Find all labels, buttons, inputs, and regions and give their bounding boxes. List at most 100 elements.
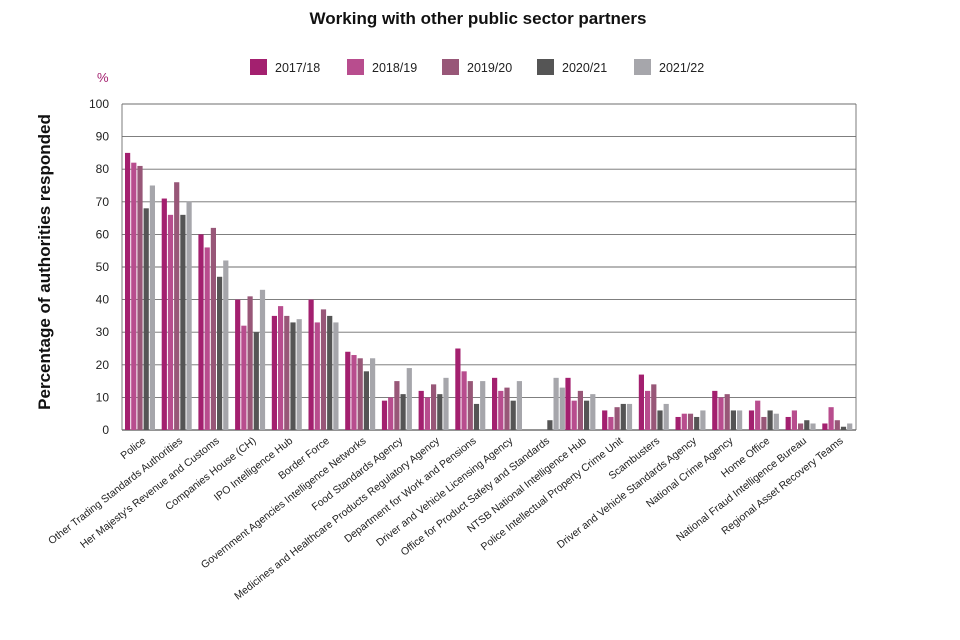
bar (810, 423, 816, 430)
bar (602, 410, 608, 430)
bar (626, 403, 633, 430)
bar (351, 355, 357, 430)
bar (645, 390, 651, 430)
bar (565, 377, 571, 430)
legend-label: 2019/20 (467, 61, 512, 75)
bar (834, 420, 840, 430)
bar (167, 214, 174, 430)
bar (687, 413, 694, 430)
bar (614, 407, 620, 430)
bar (363, 371, 369, 430)
bar (161, 198, 167, 430)
category-label: Her Majesty's Revenue and Customs (78, 435, 222, 551)
bar (320, 309, 327, 430)
bar (608, 416, 614, 430)
bar (223, 260, 229, 430)
category-label: Other Trading Standards Authorities (46, 435, 185, 547)
bar (657, 410, 663, 430)
bar (461, 371, 467, 430)
bar (333, 322, 339, 430)
bar (504, 387, 510, 430)
bar (785, 416, 791, 430)
bar (357, 358, 363, 430)
y-axis-label: Percentage of authorities responded (35, 114, 54, 410)
bar (822, 423, 828, 430)
category-label: National Fraud Intelligence Bureau (674, 435, 809, 544)
gridlines (121, 103, 857, 431)
bar (131, 162, 137, 430)
y-tick-label: 40 (96, 293, 110, 307)
y-tick-label: 10 (96, 390, 110, 404)
bar (773, 413, 779, 430)
bar (663, 403, 669, 430)
bar (712, 390, 718, 430)
bar (798, 423, 804, 430)
bar (443, 377, 449, 430)
bar (498, 390, 504, 430)
bar (308, 299, 314, 430)
bar (681, 413, 687, 430)
bar (694, 416, 700, 430)
bar (247, 296, 253, 430)
y-unit-label: % (97, 70, 109, 85)
legend-label: 2020/21 (562, 61, 607, 75)
bar (638, 374, 644, 430)
bars (125, 152, 853, 430)
bar (314, 322, 320, 430)
bar (149, 185, 155, 430)
bar (394, 381, 400, 430)
legend-label: 2017/18 (275, 61, 320, 75)
bar (767, 410, 773, 430)
bar (847, 423, 853, 430)
legend-swatch (537, 59, 554, 75)
bar (271, 315, 277, 430)
legend-swatch (634, 59, 651, 75)
y-tick-label: 80 (96, 162, 110, 176)
bar (290, 322, 296, 430)
bar (278, 306, 284, 430)
bar (737, 410, 743, 430)
bar (400, 394, 406, 430)
bar (473, 403, 480, 430)
bar (186, 201, 192, 430)
bar (210, 227, 216, 430)
bar (437, 394, 443, 430)
legend-label: 2021/22 (659, 61, 704, 75)
bar (791, 410, 797, 430)
y-tick-label: 100 (89, 97, 109, 111)
bar (143, 208, 149, 430)
bar (584, 400, 590, 430)
bar (761, 416, 767, 430)
bar (755, 400, 761, 430)
bar (804, 420, 810, 430)
bar (724, 394, 730, 430)
bar (174, 182, 180, 430)
bar (480, 381, 486, 430)
bar (571, 400, 577, 430)
category-label: Police (118, 435, 148, 462)
legend: 2017/18 2018/19 2019/20 2020/21 2021/22 (250, 59, 704, 75)
bar (492, 377, 498, 430)
bar (125, 152, 131, 430)
bar (553, 377, 559, 430)
bar (137, 165, 143, 430)
y-tick-labels: 0 10 20 30 40 50 60 70 80 90 100 (89, 97, 109, 437)
bar (284, 315, 290, 430)
chart-title: Working with other public sector partner… (310, 9, 647, 28)
bar (590, 394, 596, 430)
bar (235, 299, 241, 430)
bar (259, 289, 266, 430)
y-tick-label: 20 (96, 358, 110, 372)
bar (296, 319, 302, 430)
bar (516, 381, 522, 430)
bar (828, 407, 834, 430)
bar (253, 332, 259, 430)
y-tick-label: 60 (96, 227, 110, 241)
bar (620, 403, 626, 430)
y-tick-label: 90 (96, 130, 110, 144)
bar (559, 387, 565, 430)
y-tick-label: 70 (96, 195, 110, 209)
bar (547, 420, 553, 430)
